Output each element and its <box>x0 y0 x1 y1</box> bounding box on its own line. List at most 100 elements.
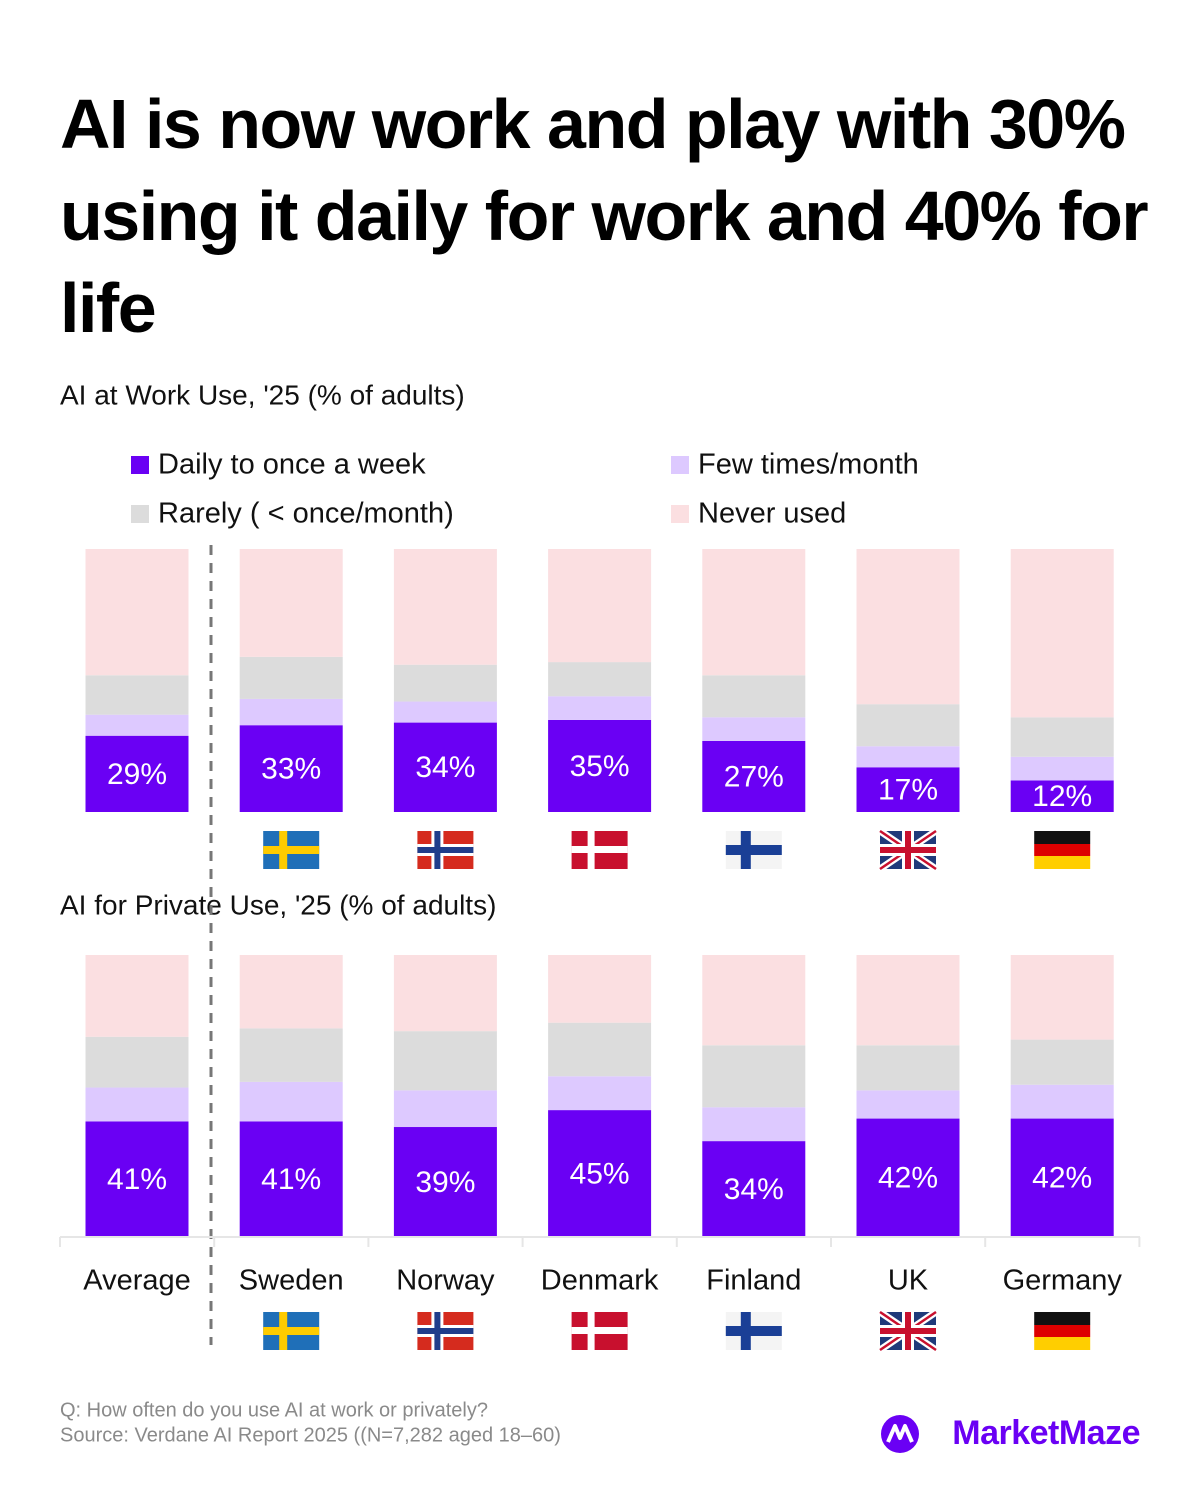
flag <box>263 1312 320 1350</box>
bar-segment <box>702 1107 806 1142</box>
bar-segment <box>239 955 343 1029</box>
bar-segment <box>393 549 497 665</box>
data-label: 27% <box>724 760 784 793</box>
bar-segment <box>393 955 497 1032</box>
data-label: 45% <box>570 1157 630 1190</box>
bar-segment <box>702 955 806 1046</box>
bar-segment <box>239 725 343 812</box>
bar-segment <box>856 955 960 1046</box>
bar-segment <box>856 549 960 705</box>
bar-segment <box>85 714 189 736</box>
data-label: 34% <box>724 1173 784 1206</box>
bar-segment <box>702 549 806 676</box>
flag-part <box>1034 1337 1091 1350</box>
title: AI is now work and play with 30% using i… <box>60 85 1149 347</box>
flag-part <box>417 1328 474 1334</box>
bar-segment <box>548 719 652 812</box>
data-label: 17% <box>878 774 938 807</box>
flag <box>417 831 474 869</box>
bar-segment <box>548 1076 652 1111</box>
data-label: 39% <box>415 1166 475 1199</box>
data-label: 41% <box>107 1163 167 1196</box>
flag-part <box>725 1326 782 1336</box>
flag <box>878 828 938 872</box>
bar-segment <box>239 1081 343 1122</box>
bar-segment <box>85 549 189 676</box>
flag <box>571 1312 628 1350</box>
bar-segment <box>548 1110 652 1237</box>
flag <box>878 1309 938 1353</box>
bar-segment <box>239 1028 343 1082</box>
data-label: 42% <box>1032 1162 1092 1195</box>
chart-subtitle: AI at Work Use, '25 (% of adults) <box>60 379 465 410</box>
logo <box>881 1415 919 1453</box>
flag <box>571 831 628 869</box>
bar-segment <box>1010 717 1114 757</box>
bar-segment <box>85 675 189 715</box>
flag-part <box>417 847 474 853</box>
bar-segment <box>239 698 343 726</box>
legend-label: Never used <box>698 498 846 530</box>
legend-swatch <box>131 456 149 474</box>
bar-segment <box>856 1090 960 1119</box>
bar-segment <box>702 675 806 718</box>
data-label: 29% <box>107 758 167 791</box>
flag-part <box>263 1327 320 1335</box>
x-tick-label: UK <box>888 1265 929 1297</box>
bar-segment <box>1010 1118 1114 1237</box>
bar-segment <box>856 746 960 768</box>
flag-part <box>1034 856 1091 869</box>
bar-segment <box>393 722 497 812</box>
bar-segment <box>548 696 652 720</box>
flag-part <box>880 847 936 853</box>
bar-segment <box>548 955 652 1023</box>
flag-part <box>880 1328 936 1334</box>
flag-part <box>725 845 782 855</box>
data-label: 42% <box>878 1162 938 1195</box>
bar-segment <box>393 664 497 702</box>
bar-segment <box>393 1127 497 1237</box>
x-tick-label: Sweden <box>239 1265 344 1297</box>
bar-segment <box>85 1087 189 1122</box>
bar-segment <box>702 717 806 741</box>
bar-segment <box>856 704 960 747</box>
legend-swatch <box>131 505 149 523</box>
bar-segment <box>856 767 960 812</box>
flag <box>263 831 320 869</box>
legend-label: Few times/month <box>698 449 919 481</box>
bar-segment <box>1010 549 1114 718</box>
bar-segment <box>1010 955 1114 1040</box>
data-label: 41% <box>261 1163 321 1196</box>
bar-segment <box>856 1118 960 1237</box>
bar-segment <box>239 656 343 699</box>
x-tick-label: Denmark <box>541 1265 659 1297</box>
bar-segment <box>1010 756 1114 781</box>
bar-segment <box>85 955 189 1037</box>
footnote: Q: How often do you use AI at work or pr… <box>60 1399 488 1421</box>
data-label: 35% <box>570 750 630 783</box>
bar-segment <box>239 549 343 657</box>
flag <box>417 1312 474 1350</box>
x-tick-label: Norway <box>396 1265 495 1297</box>
flag-part <box>571 846 628 853</box>
flag-part <box>1034 831 1091 844</box>
chart-subtitle: AI for Private Use, '25 (% of adults) <box>60 889 496 920</box>
legend-swatch <box>671 456 689 474</box>
brand: MarketMaze <box>952 1414 1140 1452</box>
flag-part <box>1034 844 1091 856</box>
bar-segment <box>702 740 806 812</box>
bar-segment <box>393 701 497 723</box>
bar-segment <box>548 549 652 663</box>
bar-segment <box>548 662 652 697</box>
x-tick-label: Germany <box>1003 1265 1123 1297</box>
bar-segment <box>1010 1084 1114 1119</box>
bar-segment <box>1010 1039 1114 1085</box>
flag-part <box>1034 1312 1091 1325</box>
x-tick-label: Finland <box>706 1265 801 1297</box>
bar-segment <box>548 1022 652 1077</box>
bar-segment <box>85 1121 189 1237</box>
bar-segment <box>239 1121 343 1237</box>
legend-label: Daily to once a week <box>158 449 426 481</box>
x-tick-label: Average <box>83 1265 191 1297</box>
